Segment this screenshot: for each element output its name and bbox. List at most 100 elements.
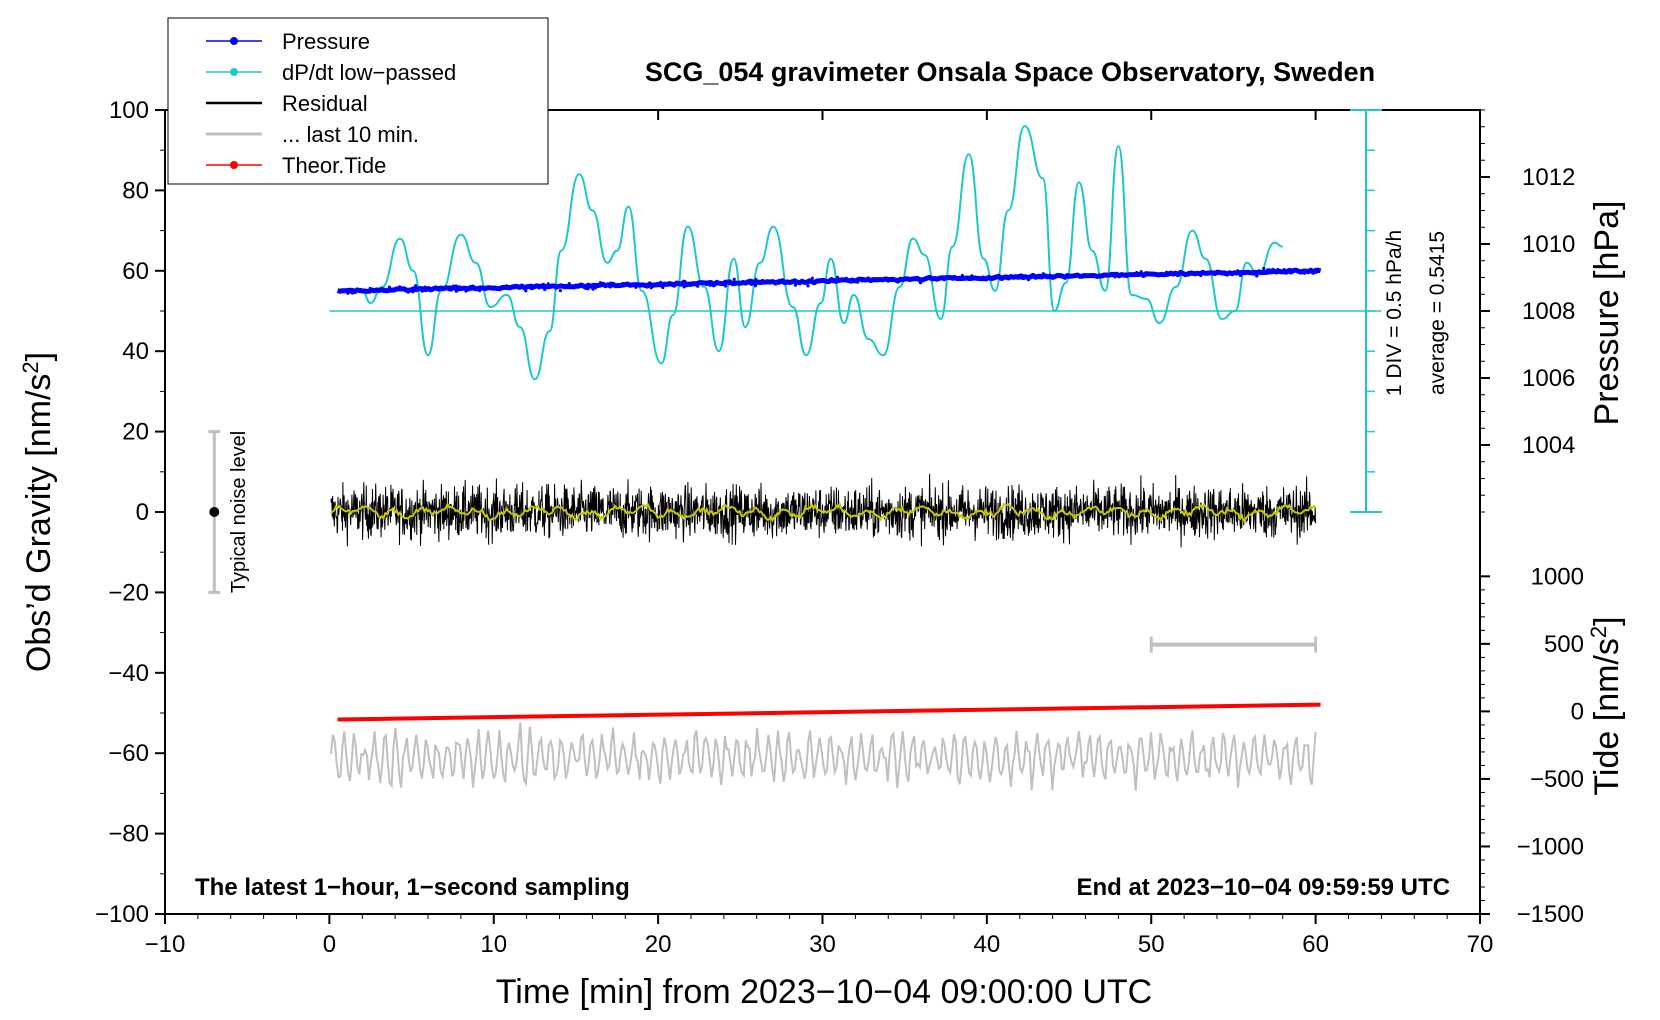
pressure-point <box>774 282 778 286</box>
dpdt-division-scale <box>1350 109 1382 513</box>
pressure-point <box>606 283 611 287</box>
pressure-point <box>959 277 963 281</box>
pressure-point <box>454 289 458 293</box>
x-tick-label: 0 <box>323 931 336 958</box>
pressure-point <box>498 288 502 292</box>
pressure-point <box>1287 269 1291 273</box>
residual-smoothed-line <box>330 501 1317 523</box>
pressure-point <box>1164 270 1169 274</box>
pressure-point <box>586 283 590 287</box>
dpdt-line <box>361 125 1283 381</box>
pressure-point <box>1271 267 1275 271</box>
pressure-point <box>612 283 616 287</box>
tide-tick-label: −1500 <box>1517 901 1584 928</box>
pressure-point <box>615 284 619 288</box>
pressure-point <box>869 278 873 282</box>
legend-marker <box>230 161 238 169</box>
series-dpdt-lowpassed <box>329 125 1382 381</box>
y-tick-label: 20 <box>122 419 149 446</box>
series-residual <box>330 473 1317 548</box>
x-tick-label: 40 <box>974 931 1001 958</box>
pressure-point <box>648 283 652 287</box>
x-tick-label: 20 <box>645 931 672 958</box>
y-axis-title-tide-sup: 2 <box>1586 626 1611 638</box>
pressure-point <box>1038 273 1042 277</box>
pressure-point <box>387 289 391 293</box>
pressure-point <box>1167 272 1171 276</box>
pressure-point <box>448 285 452 289</box>
x-tick-label: 60 <box>1302 931 1329 958</box>
pressure-point <box>1175 273 1179 277</box>
pressure-point <box>572 286 576 290</box>
pressure-point <box>1160 273 1164 277</box>
pressure-point <box>1096 274 1100 278</box>
pressure-point <box>1251 270 1255 274</box>
x-tick-label: 70 <box>1467 931 1494 958</box>
series-theor-tide <box>337 702 1321 722</box>
pressure-point <box>429 286 434 291</box>
pressure-point <box>1041 272 1045 276</box>
legend-marker <box>230 37 238 45</box>
pressure-point <box>1302 271 1306 275</box>
pressure-point <box>1002 275 1006 280</box>
pressure-point <box>558 289 563 293</box>
annotation-end-time: End at 2023−10−04 09:59:59 UTC <box>1076 874 1450 901</box>
pressure-point <box>598 281 603 285</box>
pressure-point <box>841 278 845 282</box>
pressure-point <box>655 281 660 286</box>
pressure-point <box>1033 274 1037 278</box>
pressure-point <box>688 283 692 287</box>
pressure-point <box>581 284 585 288</box>
pressure-point <box>400 287 404 291</box>
pressure-point <box>530 283 534 287</box>
legend: Pressure dP/dt low−passed Residual ... last… <box>167 17 549 185</box>
pressure-point <box>602 282 606 286</box>
pressure-point <box>1072 273 1076 277</box>
pressure-point <box>711 282 715 286</box>
y-tick-label: 80 <box>122 177 149 204</box>
div-label: 1 DIV = 0.5 hPa/h <box>1383 230 1406 396</box>
y-axis-title-tide-main: Tide [nm/s <box>1588 638 1626 795</box>
pressure-point <box>956 276 960 280</box>
legend-box <box>167 17 549 185</box>
pressure-point <box>451 284 456 288</box>
pressure-point <box>1020 276 1024 280</box>
pressure-point <box>654 284 658 288</box>
pressure-point <box>793 283 798 287</box>
residual-line <box>330 473 1317 548</box>
x-tick-label: 10 <box>480 931 507 958</box>
pressure-point <box>771 280 775 284</box>
pressure-point <box>505 284 509 288</box>
pressure-point <box>524 289 528 293</box>
pressure-point <box>414 284 418 288</box>
y-axis-title-gravity-sup: 2 <box>18 361 43 373</box>
pressure-point <box>512 286 516 290</box>
pressure-point <box>942 278 946 282</box>
pressure-point <box>1314 270 1318 274</box>
pressure-point <box>878 278 883 282</box>
y-axis-title-tide-end: ] <box>1588 616 1626 625</box>
pressure-point <box>659 280 663 284</box>
pressure-point <box>470 287 474 291</box>
pressure-point <box>846 279 850 283</box>
pressure-axis-ticks: 1012 1010 1008 1006 1004 <box>1480 109 1575 513</box>
pressure-point <box>1265 270 1270 275</box>
pressure-point <box>1107 274 1111 278</box>
pressure-point <box>643 282 647 286</box>
pressure-point <box>508 287 512 291</box>
pressure-point <box>1077 273 1081 277</box>
legend-label: Pressure <box>282 29 370 54</box>
pressure-point <box>866 276 870 280</box>
x-tick-label: −10 <box>145 931 186 958</box>
pressure-point <box>749 282 754 286</box>
pressure-point <box>844 276 848 280</box>
pressure-point <box>727 282 732 286</box>
y-tick-label: −100 <box>95 901 149 928</box>
y-tick-label: −60 <box>108 740 149 767</box>
pressure-point <box>1255 274 1259 278</box>
pressure-point <box>760 278 765 283</box>
pressure-tick-label: 1008 <box>1522 298 1575 325</box>
y-axis-title-gravity: Obs’d Gravity [nm/s2] <box>18 352 58 672</box>
pressure-point <box>806 284 810 288</box>
